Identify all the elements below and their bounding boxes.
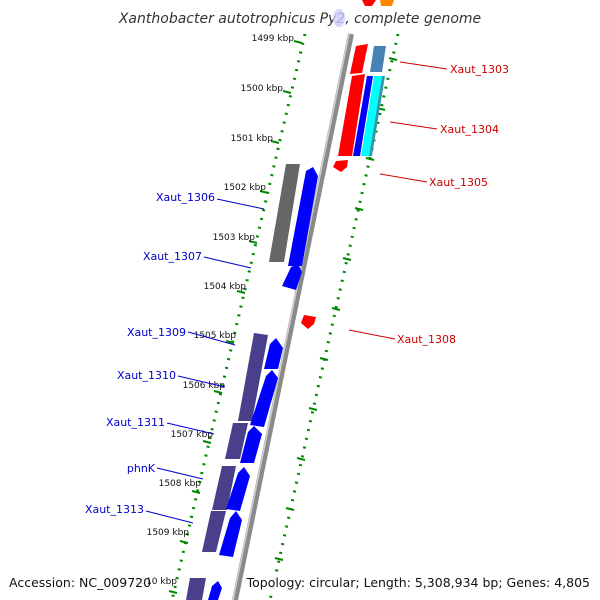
- reverse-genes: [186, 164, 318, 600]
- gene-xaut-1311-blue[interactable]: [240, 426, 262, 463]
- tick-label: 1508 kbp: [159, 479, 202, 489]
- gene-xaut-1304-red[interactable]: [338, 74, 365, 156]
- tick-label: 1510 kbp: [135, 577, 178, 587]
- gene-label[interactable]: phnK: [127, 462, 156, 475]
- title-backdrop: [118, 6, 482, 28]
- tick-label: 1501 kbp: [231, 134, 274, 144]
- forward-genes: [301, 0, 394, 329]
- forward-gene-labels: Xaut_1303 Xaut_1304 Xaut_1305 Xaut_1308: [397, 63, 509, 346]
- gene-label[interactable]: Xaut_1310: [117, 369, 176, 382]
- gene-label[interactable]: Xaut_1304: [440, 123, 499, 136]
- tick-label: 1506 kbp: [183, 381, 226, 391]
- gene-label[interactable]: Xaut_1309: [127, 326, 186, 339]
- gene-xaut-1310[interactable]: [250, 370, 278, 427]
- gene-xaut-1304-cyan[interactable]: [361, 76, 382, 156]
- position-marker[interactable]: [333, 9, 345, 27]
- gene-phnk-dark[interactable]: [212, 466, 236, 510]
- gene-xaut-1309-dark[interactable]: [238, 333, 268, 421]
- gene-label[interactable]: Xaut_1307: [143, 250, 202, 263]
- gene-bottom-blue[interactable]: [208, 581, 222, 600]
- tick-label: 1504 kbp: [204, 282, 247, 292]
- genome-backbone: [232, 33, 354, 600]
- gene-bottom-dark[interactable]: [186, 578, 206, 600]
- gene-label[interactable]: Xaut_1305: [429, 176, 488, 189]
- tick-label: 1503 kbp: [213, 233, 256, 243]
- gene-label[interactable]: Xaut_1306: [156, 191, 215, 204]
- gene-label[interactable]: Xaut_1311: [106, 416, 165, 429]
- accession-text: Accession: NC_009720: [9, 575, 151, 590]
- gene-phnk-blue[interactable]: [226, 467, 250, 511]
- footer-backdrop-right: [258, 572, 596, 592]
- gene-xaut-1306-gray[interactable]: [269, 164, 300, 262]
- gene-arrow-top-red[interactable]: [362, 0, 376, 6]
- gene-xaut-1307[interactable]: [282, 264, 302, 290]
- gene-xaut-1304-teal[interactable]: [369, 76, 385, 156]
- genome-backbone-highlight: [232, 33, 350, 600]
- tick-label: 1499 kbp: [252, 34, 295, 44]
- map-title: Xanthobacter autotrophicus Py2, complete…: [118, 11, 481, 27]
- gene-label[interactable]: Xaut_1313: [85, 503, 144, 516]
- gene-label[interactable]: Xaut_1303: [450, 63, 509, 76]
- tick-label: 1500 kbp: [241, 84, 284, 94]
- gene-xaut-1313-blue[interactable]: [219, 511, 242, 557]
- gene-xaut-1303-steel[interactable]: [370, 46, 386, 72]
- genome-summary-text: Topology: circular; Length: 5,308,934 bp…: [246, 575, 590, 590]
- tick-label: 1509 kbp: [147, 528, 190, 538]
- tick-label: 1502 kbp: [224, 183, 267, 193]
- tick-labels: 1499 kbp 1500 kbp 1501 kbp 1502 kbp 1503…: [135, 34, 295, 587]
- gene-xaut-1305[interactable]: [333, 160, 348, 172]
- gene-xaut-1306-blue[interactable]: [288, 167, 318, 266]
- gene-xaut-1309-blue[interactable]: [264, 338, 283, 369]
- gene-arrow-top-orange[interactable]: [380, 0, 394, 6]
- gene-xaut-1304-blue[interactable]: [353, 76, 373, 156]
- footer-backdrop-left: [4, 572, 148, 592]
- gene-xaut-1313-dark[interactable]: [202, 511, 226, 552]
- reverse-gene-labels: Xaut_1306 Xaut_1307 Xaut_1309 Xaut_1310 …: [85, 191, 215, 516]
- gene-xaut-1303-red[interactable]: [350, 44, 368, 74]
- gene-label[interactable]: Xaut_1308: [397, 333, 456, 346]
- tick-label: 1507 kbp: [171, 430, 214, 440]
- gene-xaut-1308[interactable]: [301, 315, 316, 329]
- tick-label: 1505 kbp: [194, 331, 237, 341]
- label-leaders: [145, 61, 448, 524]
- major-ticks-left: [168, 40, 303, 594]
- gene-xaut-1311-dark[interactable]: [225, 423, 248, 459]
